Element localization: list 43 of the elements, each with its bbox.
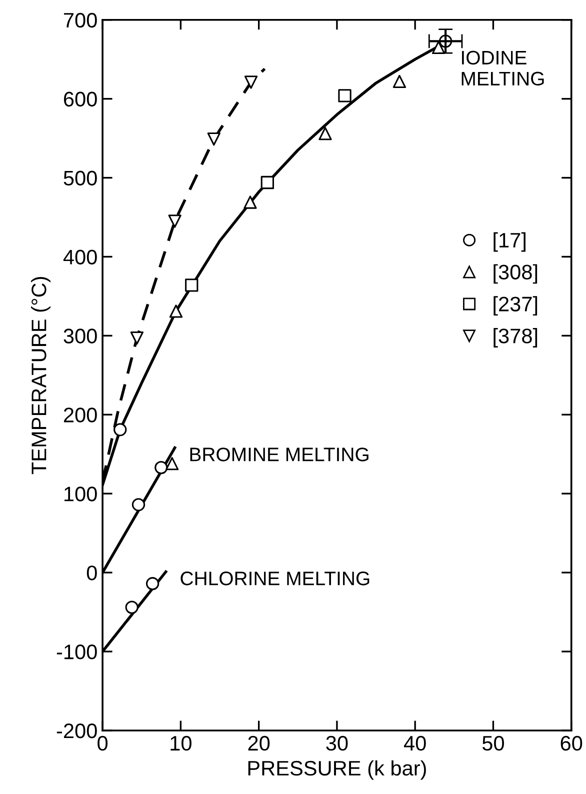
x-tick-label: 20 bbox=[248, 736, 270, 751]
point bbox=[338, 89, 352, 102]
point bbox=[392, 74, 406, 88]
y-tick-label: 600 bbox=[64, 92, 97, 107]
x-tick-label: 60 bbox=[560, 736, 582, 751]
y-tick-label: 300 bbox=[64, 328, 97, 344]
point bbox=[114, 423, 127, 436]
point bbox=[146, 577, 160, 590]
point bbox=[318, 126, 332, 140]
point bbox=[169, 304, 183, 318]
point bbox=[125, 600, 138, 614]
legend-label: [237] bbox=[494, 296, 538, 316]
point bbox=[260, 176, 274, 190]
point bbox=[207, 132, 220, 146]
point bbox=[130, 331, 144, 345]
legend-label: [308] bbox=[494, 264, 538, 284]
y-tick-label: 0 bbox=[86, 566, 97, 580]
x-tick-label: 30 bbox=[326, 736, 348, 751]
point bbox=[168, 214, 182, 228]
point bbox=[154, 460, 168, 474]
y-axis-title: TEMPERATURE (°C) bbox=[31, 276, 50, 474]
x-tick-label: 0 bbox=[98, 736, 108, 751]
annotation: BROMINE MELTING bbox=[190, 448, 368, 462]
annotation: IODINE MELTING bbox=[462, 50, 544, 86]
y-tick-label: 500 bbox=[64, 170, 97, 186]
point bbox=[244, 76, 258, 89]
point bbox=[185, 278, 198, 292]
y-tick-label: -200 bbox=[56, 723, 97, 738]
x-tick-label: 40 bbox=[404, 736, 426, 751]
point bbox=[166, 457, 179, 470]
point bbox=[132, 498, 146, 512]
annotation: CHLORINE MELTING bbox=[180, 572, 370, 586]
x-tick-label: 10 bbox=[170, 736, 192, 751]
y-tick-label: -100 bbox=[56, 644, 97, 660]
y-tick-label: 700 bbox=[64, 12, 97, 28]
y-tick-label: 200 bbox=[64, 408, 97, 422]
x-tick-label: 50 bbox=[482, 736, 504, 751]
x-axis-title: PRESSURE (k bar) bbox=[248, 760, 426, 780]
y-tick-label: 400 bbox=[63, 250, 97, 264]
y-tick-label: 100 bbox=[64, 486, 97, 502]
point bbox=[244, 196, 257, 209]
legend-label: [17] bbox=[494, 232, 526, 252]
legend-label: [378] bbox=[494, 328, 538, 348]
